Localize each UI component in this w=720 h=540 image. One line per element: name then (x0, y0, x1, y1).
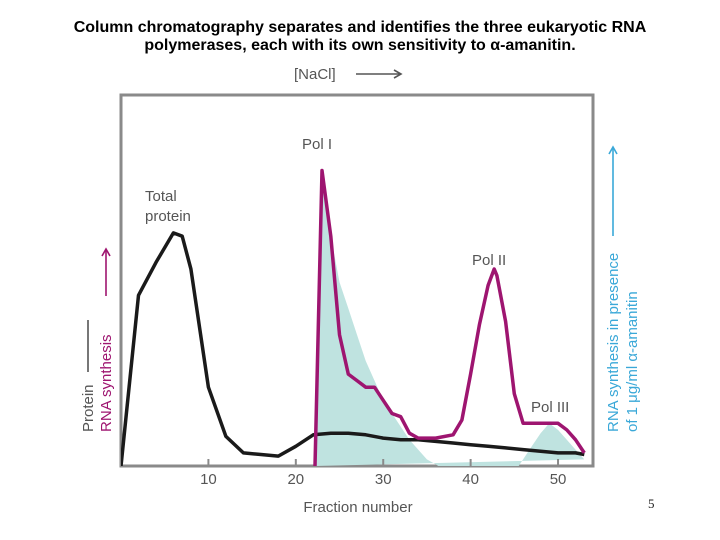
annotation-pol-1: Pol I (302, 136, 332, 153)
x-tick-label: 50 (550, 471, 567, 488)
x-tick-label: 10 (200, 471, 217, 488)
x-tick-label: 20 (287, 471, 304, 488)
x-tick-label: 30 (375, 471, 392, 488)
x-tick-label: 40 (462, 471, 479, 488)
page-number: 5 (648, 496, 655, 511)
x-axis-ticks: 10 20 30 40 50 (200, 459, 566, 488)
x-axis-title: Fraction number (303, 499, 412, 516)
annotation-pol-3: Pol III (531, 399, 569, 416)
series-amanitin-area (315, 170, 585, 466)
annotation-total-protein-line-2: protein (145, 208, 191, 225)
right-axis-arrow (608, 145, 618, 236)
right-axis-label-line-2: of 1 μg/ml α-amanitin (624, 291, 641, 432)
left-axis-label-rna: RNA synthesis (98, 334, 115, 432)
slide-title: Column chromatography separates and iden… (20, 19, 700, 55)
series-total-protein-line (121, 231, 585, 466)
slide-title-line-1: Column chromatography separates and iden… (73, 19, 647, 36)
right-axis-label-line-1: RNA synthesis in presence (605, 253, 622, 432)
series-rna-synthesis-line (313, 168, 586, 466)
annotation-total-protein-line-1: Total (145, 188, 177, 205)
left-axis-rna-arrow (101, 247, 111, 296)
annotation-pol-2: Pol II (472, 252, 506, 269)
nacl-gradient-label: [NaCl] (294, 66, 336, 83)
left-axis-label-protein: Protein (80, 384, 97, 432)
nacl-gradient-arrow (356, 69, 403, 79)
plot-area (119, 93, 595, 468)
slide-title-line-2: polymerases, each with its own sensitivi… (144, 37, 576, 54)
